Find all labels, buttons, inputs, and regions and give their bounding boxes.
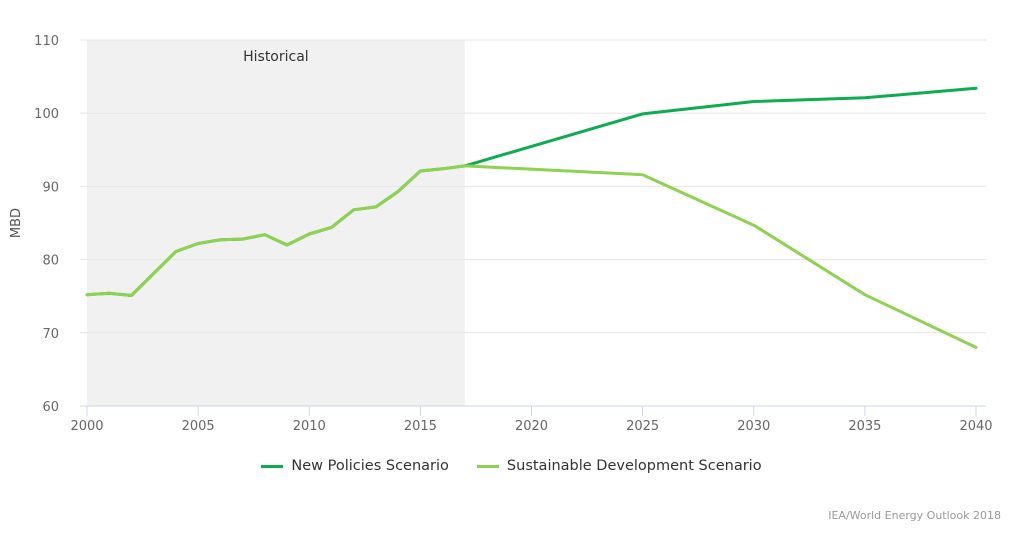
legend-label: New Policies Scenario — [291, 458, 449, 474]
y-tick-label: 110 — [34, 34, 59, 49]
x-tick-label: 2000 — [70, 419, 103, 434]
legend-swatch-sustainable-development — [476, 464, 499, 468]
x-tick-label: 2035 — [848, 419, 881, 434]
legend-item-sustainable-development[interactable]: Sustainable Development Scenario — [476, 458, 762, 474]
legend-item-new-policies[interactable]: New Policies Scenario — [261, 458, 449, 474]
x-tick-label: 2015 — [404, 419, 437, 434]
x-tick-label: 2040 — [959, 419, 992, 434]
source-note: IEA/World Energy Outlook 2018 — [828, 509, 1001, 522]
y-tick-label: 70 — [42, 327, 59, 342]
x-tick-label: 2030 — [737, 419, 770, 434]
y-tick-label: 80 — [42, 254, 59, 269]
legend-swatch-new-policies — [261, 464, 284, 468]
historical-band — [87, 40, 465, 406]
y-tick-label: 60 — [42, 400, 59, 415]
legend: New Policies Scenario Sustainable Develo… — [0, 458, 1023, 474]
x-tick-label: 2020 — [515, 419, 548, 434]
y-axis-title: MBD — [9, 208, 24, 238]
historical-label: Historical — [243, 49, 309, 65]
x-tick-label: 2005 — [182, 419, 215, 434]
y-tick-label: 90 — [42, 180, 59, 195]
x-tick-label: 2010 — [293, 419, 326, 434]
y-tick-label: 100 — [34, 107, 59, 122]
legend-label: Sustainable Development Scenario — [506, 458, 762, 474]
series-line-sustainable-development — [85, 164, 978, 349]
x-tick-label: 2025 — [626, 419, 659, 434]
